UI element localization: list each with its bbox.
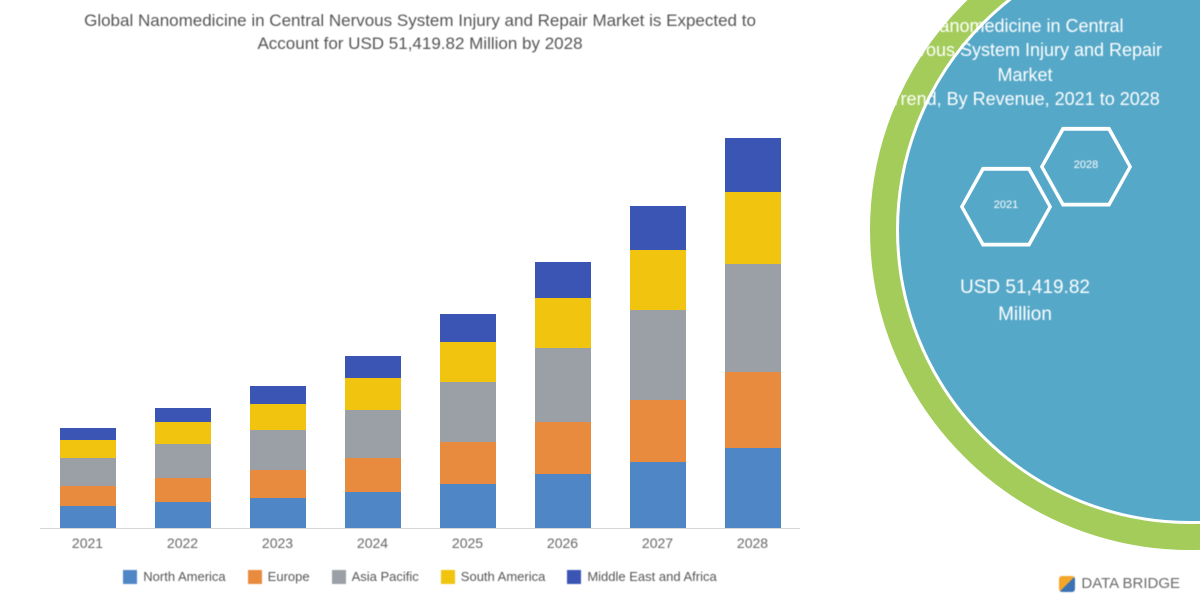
x-tick-label: 2028 bbox=[705, 529, 800, 551]
x-tick-label: 2022 bbox=[135, 529, 230, 551]
bar-segment bbox=[535, 298, 591, 348]
bar-segment bbox=[725, 138, 781, 192]
bar-segment bbox=[535, 262, 591, 298]
bar bbox=[60, 428, 116, 528]
bar-segment bbox=[345, 410, 401, 458]
bar-segment bbox=[440, 314, 496, 342]
bar-segment bbox=[155, 408, 211, 422]
x-tick-label: 2027 bbox=[610, 529, 705, 551]
bar-segment bbox=[250, 404, 306, 430]
figure-value: USD 51,419.82 bbox=[960, 277, 1090, 298]
bar-segment bbox=[535, 474, 591, 528]
x-tick-label: 2026 bbox=[515, 529, 610, 551]
bar-segment bbox=[60, 428, 116, 440]
legend-swatch-icon bbox=[567, 570, 581, 584]
bar-segment bbox=[630, 250, 686, 310]
bar-segment bbox=[725, 448, 781, 528]
brand-text: DATA BRIDGE bbox=[1081, 575, 1180, 592]
bar-segment bbox=[60, 506, 116, 528]
bar-segment bbox=[535, 422, 591, 474]
legend-swatch-icon bbox=[441, 570, 455, 584]
bar-segment bbox=[345, 378, 401, 410]
bar-column bbox=[325, 356, 420, 528]
bar-segment bbox=[155, 478, 211, 502]
callout-panel: Nanomedicine in CentralNervous System In… bbox=[830, 0, 1200, 600]
bar-column bbox=[515, 262, 610, 528]
x-axis-labels: 20212022202320242025202620272028 bbox=[40, 529, 800, 559]
bar-segment bbox=[250, 498, 306, 528]
callout-figure: USD 51,419.82 Million bbox=[868, 275, 1182, 328]
bar bbox=[440, 314, 496, 528]
bar-segment bbox=[250, 470, 306, 498]
x-tick-label: 2023 bbox=[230, 529, 325, 551]
footer-brand: DATA BRIDGE bbox=[1059, 575, 1180, 592]
bar-column bbox=[705, 138, 800, 528]
hex-label: 2021 bbox=[958, 199, 1054, 211]
legend-label: North America bbox=[143, 569, 225, 584]
bar-segment bbox=[630, 206, 686, 250]
figure-unit: Million bbox=[998, 304, 1052, 325]
legend-swatch-icon bbox=[123, 570, 137, 584]
legend-label: South America bbox=[461, 569, 546, 584]
legend-item: North America bbox=[123, 569, 225, 584]
bar-segment bbox=[440, 382, 496, 442]
bar-segment bbox=[60, 458, 116, 486]
bar-segment bbox=[60, 440, 116, 458]
bar-segment bbox=[250, 386, 306, 404]
bar-segment bbox=[630, 462, 686, 528]
bar bbox=[725, 138, 781, 528]
hex-2021-icon: 2021 bbox=[958, 165, 1054, 248]
bar-segment bbox=[155, 444, 211, 478]
legend-item: Asia Pacific bbox=[332, 569, 419, 584]
legend-label: Middle East and Africa bbox=[587, 569, 716, 584]
legend-label: Asia Pacific bbox=[352, 569, 419, 584]
bar bbox=[250, 386, 306, 528]
bar bbox=[630, 206, 686, 528]
bar bbox=[345, 356, 401, 528]
bar-segment bbox=[345, 356, 401, 378]
bar-column bbox=[40, 428, 135, 528]
bar-segment bbox=[535, 348, 591, 422]
bar-segment bbox=[440, 484, 496, 528]
legend-swatch-icon bbox=[332, 570, 346, 584]
brand-logo-icon bbox=[1059, 576, 1075, 592]
bar-segment bbox=[725, 192, 781, 264]
bar-column bbox=[230, 386, 325, 528]
x-tick-label: 2021 bbox=[40, 529, 135, 551]
x-tick-label: 2024 bbox=[325, 529, 420, 551]
hex-graphic: 2021 2028 bbox=[868, 125, 1182, 275]
bar-segment bbox=[630, 400, 686, 462]
chart-legend: North America Europe Asia Pacific South Ame… bbox=[30, 559, 810, 590]
bar-segment bbox=[345, 458, 401, 492]
hex-2028-icon: 2028 bbox=[1038, 125, 1134, 208]
bar-segment bbox=[725, 372, 781, 448]
bar-segment bbox=[345, 492, 401, 528]
bar bbox=[535, 262, 591, 528]
bar-segment bbox=[60, 486, 116, 506]
bar-group bbox=[40, 64, 800, 529]
bar-segment bbox=[440, 342, 496, 382]
legend-item: Middle East and Africa bbox=[567, 569, 716, 584]
chart-plot: 20212022202320242025202620272028 bbox=[40, 64, 800, 559]
legend-item: South America bbox=[441, 569, 546, 584]
bar-segment bbox=[725, 264, 781, 372]
legend-label: Europe bbox=[268, 569, 310, 584]
bar-segment bbox=[155, 502, 211, 528]
callout-title: Nanomedicine in CentralNervous System In… bbox=[868, 14, 1182, 111]
chart-panel: Global Nanomedicine in Central Nervous S… bbox=[0, 0, 830, 600]
bar bbox=[155, 408, 211, 528]
x-tick-label: 2025 bbox=[420, 529, 515, 551]
chart-title: Global Nanomedicine in Central Nervous S… bbox=[30, 10, 810, 64]
legend-item: Europe bbox=[248, 569, 310, 584]
bar-segment bbox=[155, 422, 211, 444]
legend-swatch-icon bbox=[248, 570, 262, 584]
bar-column bbox=[610, 206, 705, 528]
bar-segment bbox=[630, 310, 686, 400]
hex-label: 2028 bbox=[1038, 159, 1134, 171]
bar-column bbox=[420, 314, 515, 528]
bar-segment bbox=[440, 442, 496, 484]
bar-segment bbox=[250, 430, 306, 470]
bar-column bbox=[135, 408, 230, 528]
